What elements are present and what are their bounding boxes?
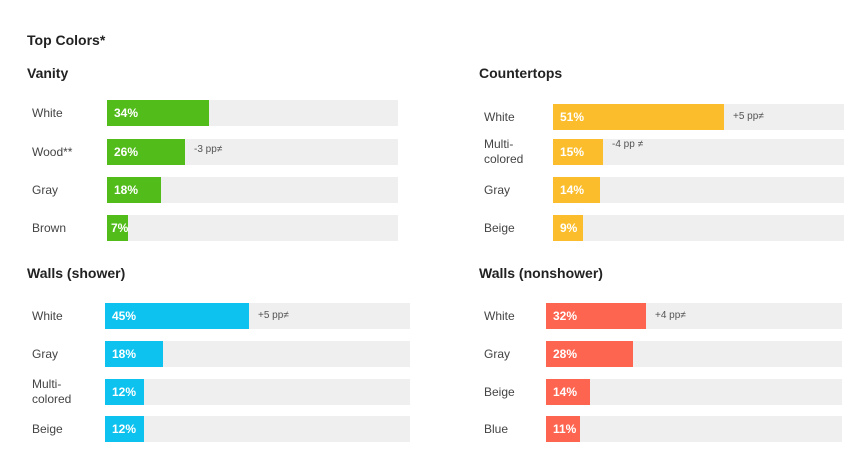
bar-row: Multi- colored 12%: [27, 377, 410, 406]
category-label: Blue: [484, 421, 509, 436]
bar-track: 11%: [546, 416, 842, 442]
bar-row: White 51% +5 pp≠: [479, 104, 844, 130]
category-label: Gray: [484, 346, 511, 361]
chart-title: Walls (nonshower): [479, 265, 603, 281]
category-label: Beige: [484, 384, 515, 399]
bar-track: 9%: [553, 215, 844, 241]
bar: [546, 379, 590, 405]
bar-row: Brown 7%: [27, 215, 398, 241]
bar: [107, 100, 209, 126]
category-label: Multi- colored: [32, 377, 72, 406]
bar: [553, 215, 583, 241]
bar-value-label: 32%: [553, 309, 578, 323]
bar: [553, 177, 600, 203]
bar: [546, 303, 646, 329]
category-label: Gray: [32, 346, 59, 361]
category-label: White: [32, 105, 63, 120]
bar-value-label: 18%: [112, 347, 137, 361]
bar: [107, 215, 128, 241]
chart-title: Countertops: [479, 65, 563, 81]
bar-row: Gray 28%: [479, 341, 842, 367]
bar-track: 18%: [105, 341, 410, 367]
bar-track: 15% -4 pp ≠: [553, 139, 844, 165]
category-label: Gray: [484, 182, 511, 197]
category-label: Beige: [484, 220, 515, 235]
bar: [546, 341, 633, 367]
bar-value-label: 34%: [114, 106, 139, 120]
page-title: Top Colors*: [27, 32, 106, 48]
bar-row: Multi- colored 15% -4 pp ≠: [479, 137, 844, 166]
bar-value-label: 51%: [560, 110, 585, 124]
bar-track: 18%: [107, 177, 398, 203]
delta-label: +5 pp≠: [258, 310, 289, 321]
delta-label: +4 pp≠: [655, 310, 686, 321]
bar-track: 12%: [105, 416, 410, 442]
delta-label: -3 pp≠: [194, 144, 223, 155]
bar-track: 28%: [546, 341, 842, 367]
bar-row: Wood** 26% -3 pp≠: [27, 139, 398, 165]
category-label: White: [484, 109, 515, 124]
delta-label: +5 pp≠: [733, 111, 764, 122]
bar: [553, 139, 603, 165]
bar-track: 14%: [546, 379, 842, 405]
bar-value-label: 12%: [112, 422, 137, 436]
bar-row: Beige 9%: [479, 215, 844, 241]
bar: [546, 416, 580, 442]
bar-track: 32% +4 pp≠: [546, 303, 842, 329]
bar-track: 7%: [107, 215, 398, 241]
bar: [105, 379, 144, 405]
category-label: Multi- colored: [484, 137, 524, 166]
bar: [105, 416, 144, 442]
bar-track: 45% +5 pp≠: [105, 303, 410, 329]
bar-value-label: 14%: [560, 183, 585, 197]
category-label: Brown: [32, 220, 67, 235]
bar-value-label: 12%: [112, 385, 137, 399]
bar: [107, 139, 185, 165]
chart-panel-3: Walls (nonshower) White 32% +4 pp≠ Gray 28% Be…: [479, 265, 842, 455]
bar-row: Gray 18%: [27, 341, 410, 367]
bar-row: White 32% +4 pp≠: [479, 303, 842, 329]
category-label: White: [484, 308, 515, 323]
delta-label: -4 pp ≠: [612, 139, 644, 150]
bar: [553, 104, 724, 130]
bar-track: 51% +5 pp≠: [553, 104, 844, 130]
bar-row: Beige 14%: [479, 379, 842, 405]
category-label: Wood**: [32, 144, 73, 159]
bar-track: 12%: [105, 379, 410, 405]
bar-row: White 34%: [27, 100, 398, 126]
bar-value-label: 45%: [112, 309, 137, 323]
bar-value-label: 15%: [560, 145, 585, 159]
bar-track: 26% -3 pp≠: [107, 139, 398, 165]
chart-panel-0: Vanity White 34% Wood** 26% -3 pp≠ Gray 18% Brow…: [27, 65, 398, 255]
bar-row: Blue 11%: [479, 416, 842, 442]
category-label: Beige: [32, 421, 63, 436]
bar-value-label: 18%: [114, 183, 139, 197]
bar-track: 34%: [107, 100, 398, 126]
bar-value-label: 26%: [114, 145, 139, 159]
chart-title: Vanity: [27, 65, 69, 81]
bar: [107, 177, 161, 203]
chart-panel-2: Walls (shower) White 45% +5 pp≠ Gray 18% Multi…: [27, 265, 410, 455]
bar-value-label: 7%: [111, 221, 129, 235]
category-label: Gray: [32, 182, 59, 197]
chart-panel-1: Countertops White 51% +5 pp≠ Multi- colored 1…: [479, 65, 844, 255]
bar-value-label: 28%: [553, 347, 578, 361]
bar-track: 14%: [553, 177, 844, 203]
bar-row: White 45% +5 pp≠: [27, 303, 410, 329]
bar: [105, 303, 249, 329]
bar-row: Beige 12%: [27, 416, 410, 442]
bar: [105, 341, 163, 367]
bar-row: Gray 18%: [27, 177, 398, 203]
bar-value-label: 14%: [553, 385, 578, 399]
bar-row: Gray 14%: [479, 177, 844, 203]
bar-value-label: 9%: [560, 221, 578, 235]
chart-title: Walls (shower): [27, 265, 126, 281]
bar-value-label: 11%: [553, 422, 577, 436]
category-label: White: [32, 308, 63, 323]
